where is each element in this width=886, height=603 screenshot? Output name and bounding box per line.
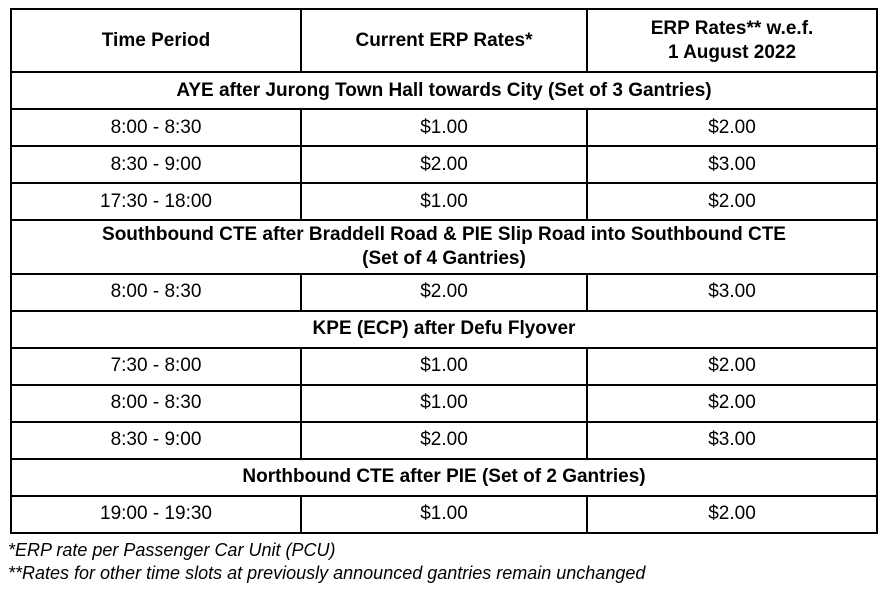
time-period-cell: 8:30 - 9:00 (10, 420, 302, 460)
section-title-northbound-cte: Northbound CTE after PIE (Set of 2 Gantr… (10, 457, 878, 497)
current-rate-cell: $2.00 (300, 272, 588, 312)
section-title-kpe: KPE (ECP) after Defu Flyover (10, 309, 878, 349)
new-rate-cell: $2.00 (586, 383, 878, 423)
current-rate-cell: $1.00 (300, 182, 588, 221)
current-rate-cell: $2.00 (300, 145, 588, 184)
table-row: 19:00 - 19:30 $1.00 $2.00 (10, 494, 878, 534)
time-period-cell: 17:30 - 18:00 (10, 182, 302, 221)
table-row: 8:00 - 8:30 $2.00 $3.00 (10, 272, 878, 312)
time-period-cell: 8:00 - 8:30 (10, 272, 302, 312)
section-header-row-northbound-cte: Northbound CTE after PIE (Set of 2 Gantr… (10, 457, 878, 497)
table-row: 8:30 - 9:00 $2.00 $3.00 (10, 420, 878, 460)
new-rate-cell: $3.00 (586, 420, 878, 460)
section-header-row-kpe: KPE (ECP) after Defu Flyover (10, 309, 878, 349)
table-row: 8:00 - 8:30 $1.00 $2.00 (10, 383, 878, 423)
footnote-pcu: *ERP rate per Passenger Car Unit (PCU) (8, 539, 336, 560)
section-title-southbound-cte: Southbound CTE after Braddell Road & PIE… (10, 219, 878, 275)
current-rate-cell: $1.00 (300, 346, 588, 386)
table-row: 7:30 - 8:00 $1.00 $2.00 (10, 346, 878, 386)
new-rate-cell: $2.00 (586, 494, 878, 534)
new-rate-cell: $2.00 (586, 346, 878, 386)
time-period-cell: 8:00 - 8:30 (10, 108, 302, 147)
erp-rates-table: Time Period Current ERP Rates* ERP Rates… (10, 8, 878, 534)
new-rate-cell: $3.00 (586, 145, 878, 184)
footnotes: *ERP rate per Passenger Car Unit (PCU) *… (8, 539, 876, 586)
header-time-period: Time Period (10, 8, 302, 73)
current-rate-cell: $1.00 (300, 383, 588, 423)
current-rate-cell: $1.00 (300, 108, 588, 147)
section-header-row-southbound-cte: Southbound CTE after Braddell Road & PIE… (10, 219, 878, 275)
section-header-row-aye: AYE after Jurong Town Hall towards City … (10, 71, 878, 110)
section-title-aye: AYE after Jurong Town Hall towards City … (10, 71, 878, 110)
header-current-erp-rates: Current ERP Rates* (300, 8, 588, 73)
footnote-other-slots: **Rates for other time slots at previous… (8, 562, 646, 583)
header-new-erp-rates: ERP Rates** w.e.f. 1 August 2022 (586, 8, 878, 73)
new-rate-cell: $2.00 (586, 108, 878, 147)
new-rate-cell: $3.00 (586, 272, 878, 312)
current-rate-cell: $2.00 (300, 420, 588, 460)
current-rate-cell: $1.00 (300, 494, 588, 534)
table-row: 17:30 - 18:00 $1.00 $2.00 (10, 182, 878, 221)
table-row: 8:30 - 9:00 $2.00 $3.00 (10, 145, 878, 184)
header-row: Time Period Current ERP Rates* ERP Rates… (10, 8, 878, 73)
time-period-cell: 7:30 - 8:00 (10, 346, 302, 386)
table-row: 8:00 - 8:30 $1.00 $2.00 (10, 108, 878, 147)
time-period-cell: 8:00 - 8:30 (10, 383, 302, 423)
new-rate-cell: $2.00 (586, 182, 878, 221)
time-period-cell: 8:30 - 9:00 (10, 145, 302, 184)
time-period-cell: 19:00 - 19:30 (10, 494, 302, 534)
